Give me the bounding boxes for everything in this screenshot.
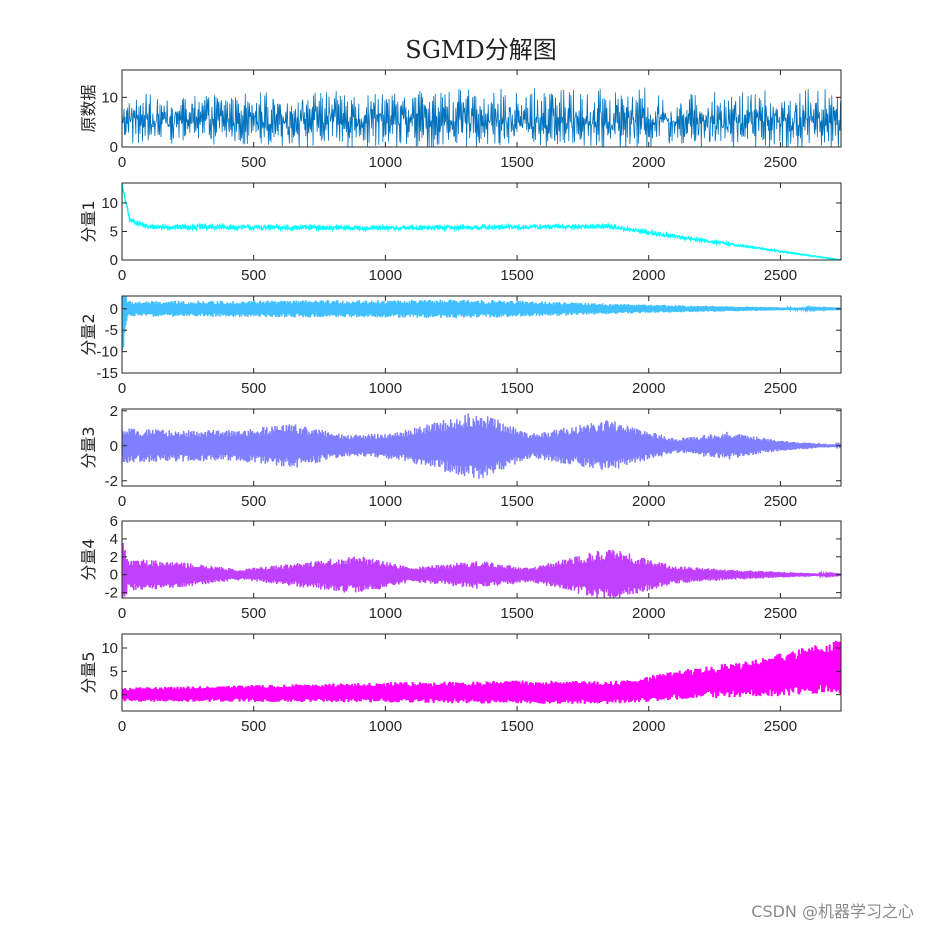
- watermark: CSDN @机器学习之心: [751, 902, 914, 921]
- series-line-3: [122, 413, 841, 479]
- y-tick-label: -5: [105, 322, 118, 339]
- y-tick-label: 0: [110, 687, 118, 704]
- y-tick-label: 2: [110, 403, 118, 420]
- x-tick-label: 0: [118, 718, 126, 735]
- x-tick-label: 2500: [764, 605, 797, 622]
- axes-box: [121, 182, 842, 261]
- y-tick-label: 10: [101, 640, 118, 657]
- y-tick-label: 6: [110, 513, 118, 530]
- series-line-0: [122, 87, 841, 147]
- x-tick-label: 1000: [369, 267, 402, 284]
- x-tick-label: 1000: [369, 718, 402, 735]
- axes-box: [121, 408, 842, 487]
- y-tick-label: 4: [110, 531, 118, 548]
- x-tick-label: 1000: [369, 380, 402, 397]
- x-tick-label: 500: [241, 605, 266, 622]
- x-tick-label: 2000: [632, 493, 665, 510]
- x-tick-label: 2000: [632, 154, 665, 171]
- x-tick-label: 1500: [500, 267, 533, 284]
- y-tick-label: 0: [110, 139, 118, 156]
- x-tick-label: 500: [241, 718, 266, 735]
- x-tick-label: 1500: [500, 718, 533, 735]
- y-axis-label: 原数据: [79, 84, 98, 132]
- x-tick-label: 500: [241, 267, 266, 284]
- y-tick-label: -2: [105, 585, 118, 602]
- y-tick-label: -2: [105, 473, 118, 490]
- y-axis-label: 分量3: [79, 426, 98, 468]
- y-axis-label: 分量2: [79, 313, 98, 355]
- x-tick-label: 2000: [632, 380, 665, 397]
- series-line-2: [122, 296, 841, 350]
- x-tick-label: 1500: [500, 380, 533, 397]
- x-tick-label: 1000: [369, 154, 402, 171]
- x-tick-label: 2500: [764, 718, 797, 735]
- x-tick-label: 0: [118, 154, 126, 171]
- axes-box: [121, 633, 842, 712]
- y-tick-label: 0: [110, 301, 118, 318]
- x-tick-label: 1000: [369, 493, 402, 510]
- panel-2: 0 500 1000 1500 2000 2500 -15 -10 -5 0 分量2: [79, 295, 842, 397]
- y-axis-label: 分量1: [79, 200, 98, 242]
- x-tick-label: 2500: [764, 154, 797, 171]
- x-tick-label: 2000: [632, 267, 665, 284]
- x-tick-label: 1500: [500, 493, 533, 510]
- x-tick-label: 500: [241, 380, 266, 397]
- x-tick-label: 500: [241, 493, 266, 510]
- y-axis-label: 分量5: [79, 651, 98, 693]
- y-tick-label: -10: [96, 344, 118, 361]
- y-tick-label: 10: [101, 89, 118, 106]
- axes-box: [121, 520, 842, 599]
- x-tick-label: 0: [118, 267, 126, 284]
- x-tick-label: 500: [241, 154, 266, 171]
- x-tick-label: 2500: [764, 493, 797, 510]
- x-tick-label: 0: [118, 605, 126, 622]
- x-tick-label: 1500: [500, 605, 533, 622]
- y-axis-label: 分量4: [79, 538, 98, 580]
- series-line-1: [122, 184, 841, 260]
- x-tick-label: 1500: [500, 154, 533, 171]
- x-tick-label: 0: [118, 493, 126, 510]
- x-tick-label: 1000: [369, 605, 402, 622]
- y-tick-label: 0: [110, 252, 118, 269]
- series-line-4: [122, 542, 841, 598]
- y-tick-label: 5: [110, 223, 118, 240]
- axes-box: [121, 295, 842, 374]
- y-tick-label: 5: [110, 663, 118, 680]
- y-tick-label: 10: [101, 195, 118, 212]
- x-tick-label: 2000: [632, 718, 665, 735]
- y-tick-label: 0: [110, 438, 118, 455]
- y-tick-label: 2: [110, 549, 118, 566]
- x-tick-label: 2500: [764, 267, 797, 284]
- y-tick-label: 0: [110, 567, 118, 584]
- x-tick-label: 0: [118, 380, 126, 397]
- x-tick-label: 2000: [632, 605, 665, 622]
- chart-title: SGMD分解图: [405, 36, 556, 64]
- series-line-5: [122, 640, 841, 704]
- y-tick-label: -15: [96, 365, 118, 382]
- axes-box: [121, 69, 842, 148]
- x-tick-label: 2500: [764, 380, 797, 397]
